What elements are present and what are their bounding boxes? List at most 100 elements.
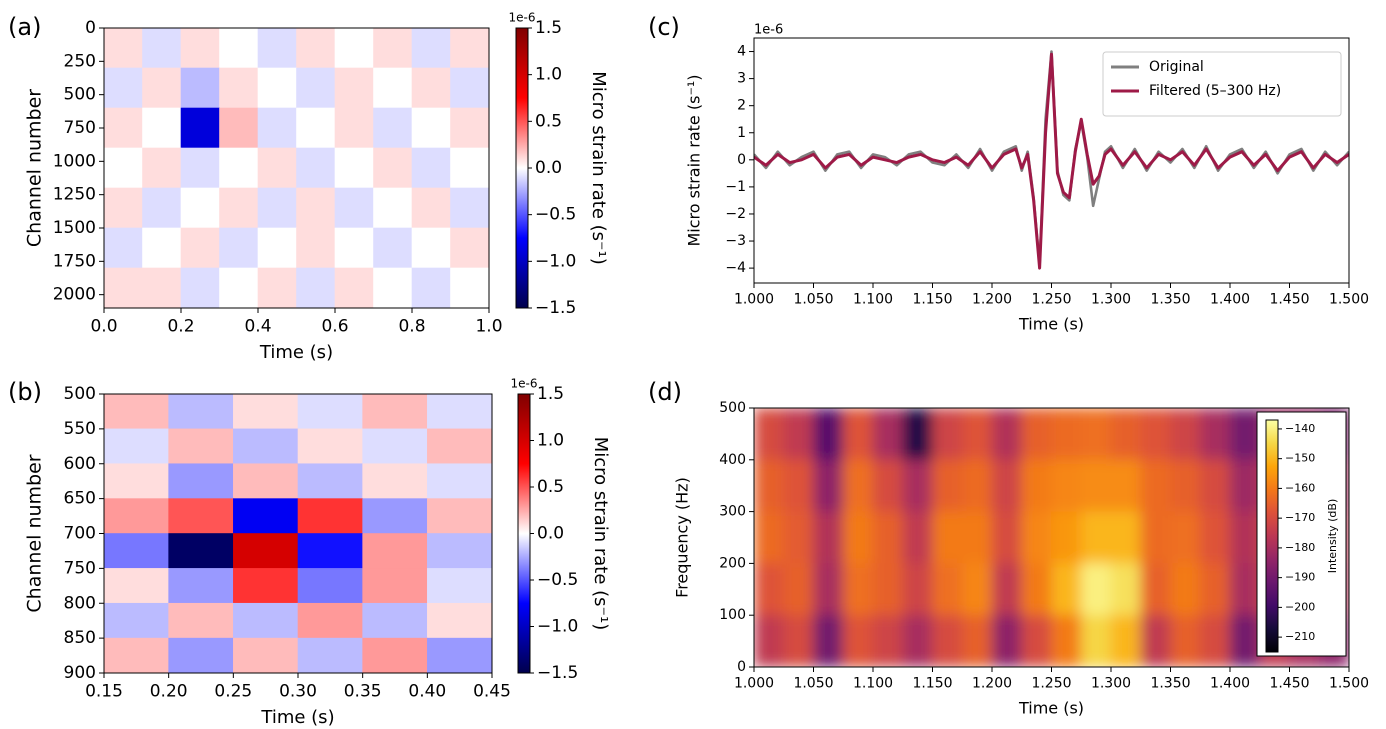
heatmap-cell <box>104 498 169 534</box>
heatmap-cell <box>296 147 336 189</box>
heatmap-cell <box>1080 614 1112 667</box>
y-tick-label: 650 <box>64 489 96 509</box>
heatmap-cell <box>180 187 220 229</box>
colorbar-tick-label: −0.5 <box>535 205 576 225</box>
colorbar-tick-label: −140 <box>1285 422 1315 435</box>
heatmap-cell <box>233 498 299 534</box>
heatmap-cell <box>362 602 428 639</box>
heatmap-cell <box>872 511 904 564</box>
heatmap-cell <box>813 459 844 512</box>
heatmap-cell <box>180 28 220 69</box>
heatmap-cell <box>872 459 904 512</box>
y-tick-label: 0 <box>85 18 96 38</box>
heatmap-cell <box>180 227 220 269</box>
heatmap-cell <box>373 147 413 189</box>
heatmap-cell <box>168 394 234 430</box>
y-tick-label: 500 <box>719 400 746 416</box>
heatmap-cell <box>1051 459 1082 512</box>
x-tick-label: 1.350 <box>1150 676 1190 692</box>
heatmap-cell <box>991 614 1023 667</box>
panel: −1.5 −1.0 −0.5 0.0 0.5 1.0 1.5 Micro strain rat… <box>8 11 609 364</box>
colorbar-tick-label: 0.0 <box>535 158 562 178</box>
heatmap-cell <box>104 107 143 149</box>
heatmap-cell <box>450 227 489 269</box>
heatmap-cell <box>373 67 413 109</box>
heatmap-cell <box>813 511 844 564</box>
heatmap-cell <box>219 67 259 109</box>
heatmap-cell <box>1080 459 1112 512</box>
heatmap-cell <box>257 267 297 308</box>
colorbar-tick-label: −160 <box>1285 481 1315 494</box>
y-tick-label: 0 <box>737 152 746 168</box>
y-tick-label: 200 <box>719 555 746 571</box>
colorbar-tick-label: 0.5 <box>535 111 562 131</box>
y-tick-label: 1500 <box>53 218 96 238</box>
heatmap-cell <box>450 267 489 308</box>
heatmap-cell <box>450 67 489 109</box>
heatmap-cell <box>233 533 299 569</box>
heatmap-cell <box>373 107 413 149</box>
y-tick-label: 1750 <box>53 251 96 271</box>
y-tick-label: 100 <box>719 607 746 623</box>
x-tick-label: 1.500 <box>1329 676 1369 692</box>
x-axis-label: Time (s) <box>1018 315 1084 334</box>
heatmap-cell <box>1110 408 1142 461</box>
panel-label: (b) <box>8 378 42 406</box>
heatmap-cell <box>961 614 993 667</box>
axes-frame <box>103 27 490 309</box>
y-tick-label: −3 <box>725 233 746 249</box>
heatmap-cell <box>754 563 785 616</box>
y-tick-label: 550 <box>64 419 96 439</box>
x-tick-label: 1.450 <box>1269 292 1309 308</box>
heatmap-cell <box>842 408 874 461</box>
heatmap-cell <box>233 394 299 430</box>
colorbar-tick-label: 1.0 <box>535 65 562 85</box>
heatmap-cell <box>842 459 874 512</box>
heatmap-cell <box>104 463 169 499</box>
heatmap-cell <box>104 267 143 308</box>
y-tick-label: 600 <box>64 454 96 474</box>
heatmap-cell <box>1229 459 1261 512</box>
heatmap-cell <box>1021 563 1052 616</box>
colorbar <box>1265 419 1279 653</box>
x-tick-label: 1.250 <box>1031 676 1071 692</box>
heatmap-cell <box>450 187 489 229</box>
heatmap-cell <box>219 187 259 229</box>
heatmap-cell <box>902 459 933 512</box>
y-axis-label: Micro strain rate (s⁻¹) <box>685 74 704 246</box>
y-tick-label: 700 <box>64 524 96 544</box>
heatmap-cell <box>219 147 259 189</box>
colorbar-tick-label: 0.5 <box>537 477 564 497</box>
heatmap-cell <box>932 408 963 461</box>
heatmap-cell <box>427 463 492 499</box>
x-tick-label: 1.250 <box>1031 292 1071 308</box>
heatmap-cell <box>1140 459 1171 512</box>
y-tick-label: 750 <box>64 118 96 138</box>
heatmap-cell <box>142 187 182 229</box>
heatmap-cell <box>961 408 993 461</box>
heatmap-cell <box>932 459 963 512</box>
heatmap-cell <box>296 28 336 69</box>
heatmap-cell <box>961 563 993 616</box>
heatmap-cell <box>219 107 259 149</box>
heatmap-cell <box>1140 511 1171 564</box>
x-tick-label: 1.050 <box>793 292 833 308</box>
heatmap-cell <box>334 28 374 69</box>
colorbar-tick-label: −1.5 <box>535 298 576 318</box>
colorbar-tick-label: −1.0 <box>537 617 578 637</box>
heatmap-cell <box>932 563 963 616</box>
y-tick-label: 2 <box>737 98 746 114</box>
x-tick-label: 1.150 <box>912 676 952 692</box>
colorbar-offset-label: 1e-6 <box>509 11 536 25</box>
heatmap-cell <box>180 107 220 149</box>
x-axis-label: Time (s) <box>259 342 333 363</box>
heatmap-cell <box>233 602 299 639</box>
y-tick-label: 1250 <box>53 185 96 205</box>
heatmap-cell <box>872 563 904 616</box>
heatmap-cell <box>257 147 297 189</box>
heatmap-cell <box>991 408 1023 461</box>
legend-label: Filtered (5–300 Hz) <box>1149 83 1281 99</box>
heatmap-cell <box>297 463 363 499</box>
heatmap-cell <box>1051 614 1082 667</box>
heatmap-cell <box>362 533 428 569</box>
